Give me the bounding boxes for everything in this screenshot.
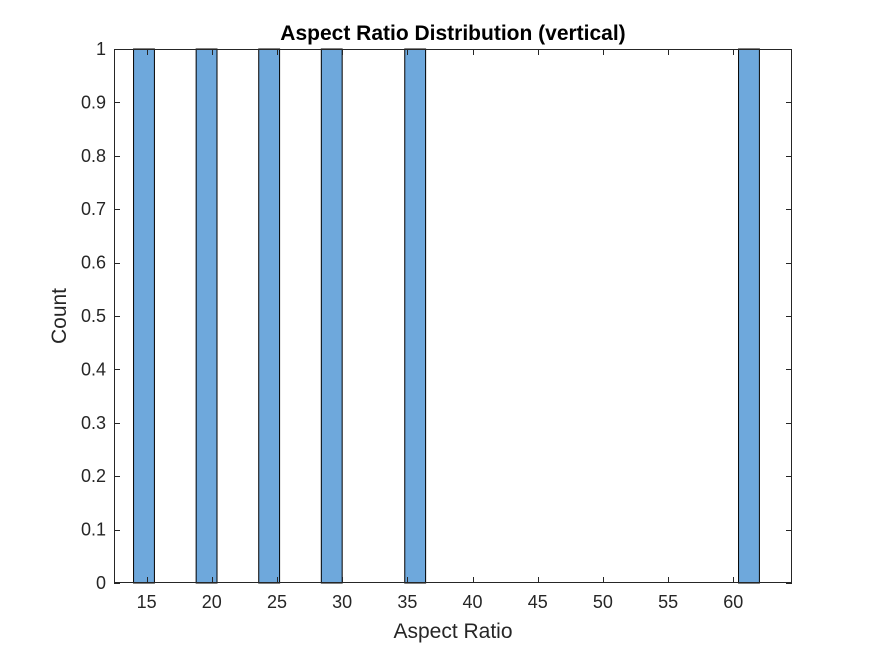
x-axis-label: Aspect Ratio: [393, 620, 512, 643]
x-tick-label: 60: [723, 592, 743, 612]
x-tick-label: 20: [202, 592, 222, 612]
y-tick-label: 1: [96, 39, 106, 59]
histogram-bar-3: [258, 48, 281, 584]
y-axis-ticks: 0 0.1 0.2 0.3 0.4 0.5 0.6 0.7 0.8 0.9 1: [81, 39, 792, 593]
y-tick-label: 0: [96, 573, 106, 593]
x-tick-label: 35: [397, 592, 417, 612]
x-tick-label: 25: [267, 592, 287, 612]
chart-title: Aspect Ratio Distribution (vertical): [280, 22, 625, 45]
x-tick-label: 15: [137, 592, 157, 612]
x-tick-label: 40: [463, 592, 483, 612]
x-axis-ticks: 15 20 25 30 35 40 45 50 55 60: [137, 49, 743, 612]
x-tick-label: 30: [332, 592, 352, 612]
y-tick-label: 0.8: [81, 146, 106, 166]
y-tick-label: 0.6: [81, 253, 106, 273]
histogram-bar-1: [133, 48, 155, 584]
y-tick-label: 0.2: [81, 466, 106, 486]
y-tick-label: 0.5: [81, 306, 106, 326]
histogram-bar-6: [738, 48, 760, 584]
y-tick-label: 0.3: [81, 413, 106, 433]
histogram-bar-5: [404, 48, 427, 584]
x-tick-label: 55: [658, 592, 678, 612]
histogram-bars: [133, 48, 760, 584]
y-tick-label: 0.9: [81, 92, 106, 112]
y-tick-label: 0.7: [81, 199, 106, 219]
y-tick-label: 0.1: [81, 520, 106, 540]
histogram-bar-2: [195, 48, 218, 584]
histogram-bar-4: [320, 48, 343, 584]
x-tick-label: 50: [593, 592, 613, 612]
plot-area: [114, 49, 792, 583]
y-tick-label: 0.4: [81, 359, 106, 379]
x-tick-label: 45: [528, 592, 548, 612]
y-axis-label: Count: [48, 288, 71, 344]
